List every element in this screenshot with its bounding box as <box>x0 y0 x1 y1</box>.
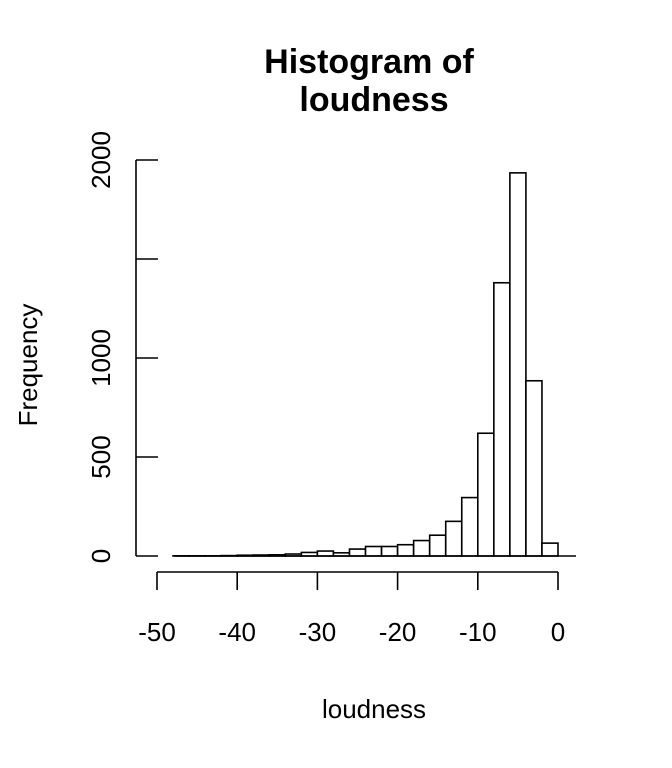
x-tick-label: -40 <box>218 617 256 647</box>
histogram-bar <box>525 379 543 557</box>
histogram-bar <box>509 172 527 557</box>
histogram-bar <box>412 539 431 557</box>
y-axis-label: Frequency <box>13 304 43 427</box>
histogram-bar <box>380 545 399 557</box>
x-tick-label: -30 <box>299 617 337 647</box>
histogram-bar <box>493 281 511 557</box>
x-tick-label: -10 <box>459 617 497 647</box>
x-axis: -50 -40 -30 -20 -10 0 <box>138 555 576 647</box>
y-axis: 0 500 1000 2000 <box>86 131 158 563</box>
chart-title-line-2: loudness <box>299 81 448 119</box>
histogram-bar <box>364 545 383 557</box>
histogram-bar <box>444 520 463 557</box>
chart-title-line-1: Histogram of <box>264 43 474 81</box>
histogram-bar <box>541 542 559 557</box>
histogram-bar <box>460 496 479 557</box>
histogram-bars <box>172 172 559 557</box>
y-tick-label: 1000 <box>86 329 116 387</box>
y-tick-label: 500 <box>86 435 116 478</box>
histogram-bar <box>396 543 415 557</box>
histogram-bar <box>476 432 495 557</box>
x-tick-label: 0 <box>551 617 565 647</box>
histogram-bar <box>428 534 447 557</box>
y-tick-label: 0 <box>86 549 116 563</box>
x-axis-label: loudness <box>322 694 426 724</box>
y-tick-label: 2000 <box>86 131 116 189</box>
x-tick-label: -20 <box>379 617 417 647</box>
histogram-bar <box>348 548 367 557</box>
x-tick-label: -50 <box>138 617 176 647</box>
